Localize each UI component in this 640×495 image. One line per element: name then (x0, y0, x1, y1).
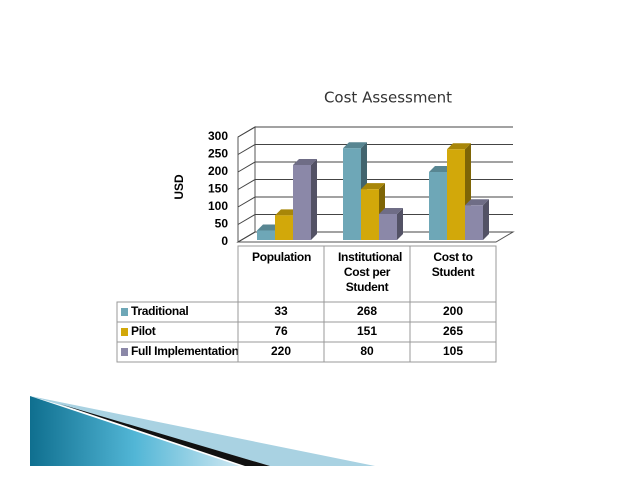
y-tick-label: 150 (208, 182, 228, 196)
legend-label: Traditional (131, 304, 188, 318)
bar (447, 149, 465, 240)
table-value: 200 (443, 304, 463, 318)
bar (293, 165, 311, 240)
bar-side (397, 208, 403, 240)
legend-label: Pilot (131, 324, 156, 338)
swoosh (30, 396, 375, 466)
bar (361, 189, 379, 240)
y-axis-label: USD (172, 174, 186, 200)
legend-label: Full Implementation (131, 344, 239, 358)
category-cell: Cost to Student (431, 250, 475, 279)
bar-side (483, 199, 489, 240)
x-tick-label: Institutional Cost per Student (338, 250, 403, 294)
category-cell: Institutional Cost per Student (338, 250, 403, 294)
x-tick-label: Population (252, 250, 311, 264)
bar (429, 172, 447, 240)
bar-top (293, 159, 317, 165)
swoosh (60, 404, 270, 466)
grid-line (237, 144, 513, 155)
table-value: 220 (271, 344, 291, 358)
legend-swatch (121, 308, 128, 316)
table-value: 105 (443, 344, 463, 358)
grid-line (237, 126, 513, 138)
bar (343, 148, 361, 240)
bar-top (447, 143, 471, 150)
table-value: 80 (360, 344, 374, 358)
table-value: 268 (357, 304, 377, 318)
bar-top (361, 183, 385, 190)
y-tick-label: 100 (208, 199, 228, 213)
bar-top (379, 208, 403, 214)
table-value: 33 (274, 304, 288, 318)
table-value: 265 (443, 324, 463, 338)
swoosh (30, 396, 240, 466)
x-tick-label: Cost to Student (431, 250, 475, 279)
bar-top (343, 142, 367, 149)
chart-title: Cost Assessment (324, 89, 452, 107)
bar-top (465, 199, 489, 206)
y-tick-label: 200 (208, 164, 228, 178)
y-tick-label: 50 (215, 217, 229, 231)
table-cell (409, 341, 497, 363)
table-value: 151 (357, 324, 377, 338)
bar (379, 214, 397, 240)
legend-swatch (121, 348, 128, 356)
bar (257, 230, 275, 240)
grid-line (237, 196, 513, 208)
bar (465, 205, 483, 240)
legend-swatch (121, 328, 128, 336)
y-tick-label: 0 (221, 234, 228, 248)
bar-side (311, 159, 317, 240)
grid-line (237, 214, 513, 225)
bar (275, 215, 293, 240)
y-tick-label: 300 (208, 129, 228, 143)
y-tick-label: 250 (208, 147, 228, 161)
grid-line (237, 179, 513, 190)
grid-line (237, 161, 513, 173)
category-cell: Population (252, 250, 311, 264)
table-value: 76 (274, 324, 288, 338)
grid-line (237, 231, 513, 243)
